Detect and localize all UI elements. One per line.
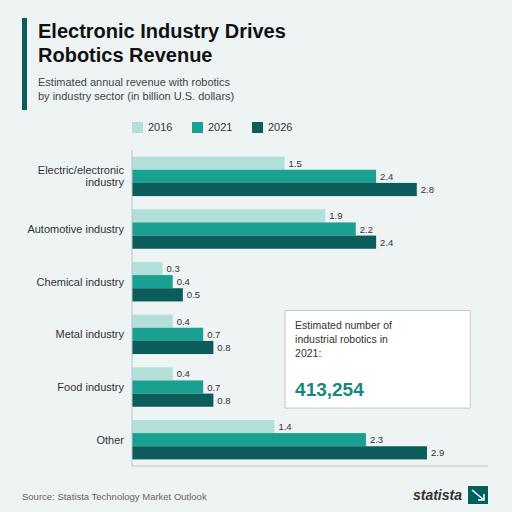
bar bbox=[132, 367, 173, 380]
bar bbox=[132, 183, 417, 196]
text-line: industry bbox=[85, 176, 124, 188]
bar bbox=[132, 420, 274, 433]
text-line: Estimated number of bbox=[295, 319, 392, 331]
logo-icon bbox=[468, 486, 488, 504]
data-label: 2.4 bbox=[380, 237, 393, 248]
background bbox=[0, 0, 512, 512]
data-label: 0.4 bbox=[177, 316, 190, 327]
chart-root: Electronic Industry DrivesRobotics Reven… bbox=[0, 0, 512, 512]
source: Source: Statista Technology Market Outlo… bbox=[22, 491, 207, 502]
y-axis-line bbox=[132, 150, 133, 466]
data-label: 0.7 bbox=[207, 382, 220, 393]
legend-label: 2026 bbox=[268, 121, 292, 133]
bars bbox=[132, 157, 427, 460]
text-line: Automotive industry bbox=[27, 223, 124, 235]
annotation: Estimated number of industrial robotics i… bbox=[285, 311, 470, 408]
legend-swatch bbox=[132, 122, 143, 133]
text-line: by industry sector (in billion U.S. doll… bbox=[38, 90, 234, 102]
legend-item: 2026 bbox=[252, 121, 292, 133]
data-label: 0.3 bbox=[167, 263, 180, 274]
legend-label: 2021 bbox=[208, 121, 232, 133]
data-label: 0.8 bbox=[217, 395, 230, 406]
text-line: Electronic Industry Drives bbox=[38, 20, 286, 42]
text-line: Electric/electronic bbox=[38, 164, 125, 176]
data-label: 2.2 bbox=[360, 224, 373, 235]
bar bbox=[132, 288, 183, 301]
text-line: Estimated annual revenue with robotics bbox=[38, 76, 230, 88]
bar bbox=[132, 236, 376, 249]
data-label: 0.5 bbox=[187, 289, 200, 300]
credit: statista bbox=[413, 487, 462, 503]
logo-arrow bbox=[472, 490, 484, 500]
bar bbox=[132, 262, 163, 275]
bar bbox=[132, 209, 325, 222]
bar bbox=[132, 341, 213, 354]
bar bbox=[132, 157, 285, 170]
data-label: 0.4 bbox=[177, 368, 190, 379]
data-label: 0.8 bbox=[217, 342, 230, 353]
category-label: Automotive industry bbox=[27, 223, 124, 235]
category-label: Other bbox=[96, 434, 124, 446]
title: Electronic Industry DrivesRobotics Reven… bbox=[38, 20, 286, 66]
legend-item: 2016 bbox=[132, 121, 172, 133]
legend-swatch bbox=[192, 122, 203, 133]
text-line: Robotics Revenue bbox=[38, 44, 212, 66]
data-label: 1.5 bbox=[289, 158, 302, 169]
bar bbox=[132, 380, 203, 393]
data-label: 0.7 bbox=[207, 329, 220, 340]
subtitle: Estimated annual revenue with robotics by… bbox=[38, 76, 234, 102]
bar bbox=[132, 394, 213, 407]
data-label: 2.4 bbox=[380, 171, 393, 182]
legend-swatch bbox=[252, 122, 263, 133]
text-line: industrial robotics in bbox=[295, 333, 388, 345]
text-line: Chemical industry bbox=[37, 276, 125, 288]
text-line: Metal industry bbox=[56, 328, 125, 340]
data-label: 2.8 bbox=[421, 184, 434, 195]
bar bbox=[132, 170, 376, 183]
data-label: 2.9 bbox=[431, 447, 444, 458]
legend-item: 2021 bbox=[192, 121, 232, 133]
text-line: 2021: bbox=[295, 347, 321, 359]
data-label: 1.9 bbox=[329, 210, 342, 221]
bar bbox=[132, 315, 173, 328]
annotation-box bbox=[285, 311, 470, 408]
data-label: 1.4 bbox=[278, 421, 291, 432]
bar bbox=[132, 446, 427, 459]
bar bbox=[132, 328, 203, 341]
category-label: Metal industry bbox=[56, 328, 125, 340]
data-labels: 1.5 1.9 0.3 0.4 0.4 1.4 2.4 2.2 0.4 0.7 0.7 2.3 2.8 2… bbox=[167, 158, 445, 459]
data-label: 0.4 bbox=[177, 276, 190, 287]
text-line: Food industry bbox=[57, 381, 124, 393]
category-label: Chemical industry bbox=[37, 276, 125, 288]
category-label: Electric/electronicindustry bbox=[38, 164, 125, 188]
annotation-text: Estimated number of industrial robotics i… bbox=[295, 319, 392, 359]
bar bbox=[132, 433, 366, 446]
text-line: Other bbox=[96, 434, 124, 446]
data-label: 2.3 bbox=[370, 434, 383, 445]
bar bbox=[132, 222, 356, 235]
bar bbox=[132, 275, 173, 288]
x-axis-line bbox=[132, 466, 488, 467]
legend-label: 2016 bbox=[148, 121, 172, 133]
annotation-value: 413,254 bbox=[295, 379, 364, 400]
category-label: Food industry bbox=[57, 381, 124, 393]
accent-bar bbox=[22, 18, 27, 110]
